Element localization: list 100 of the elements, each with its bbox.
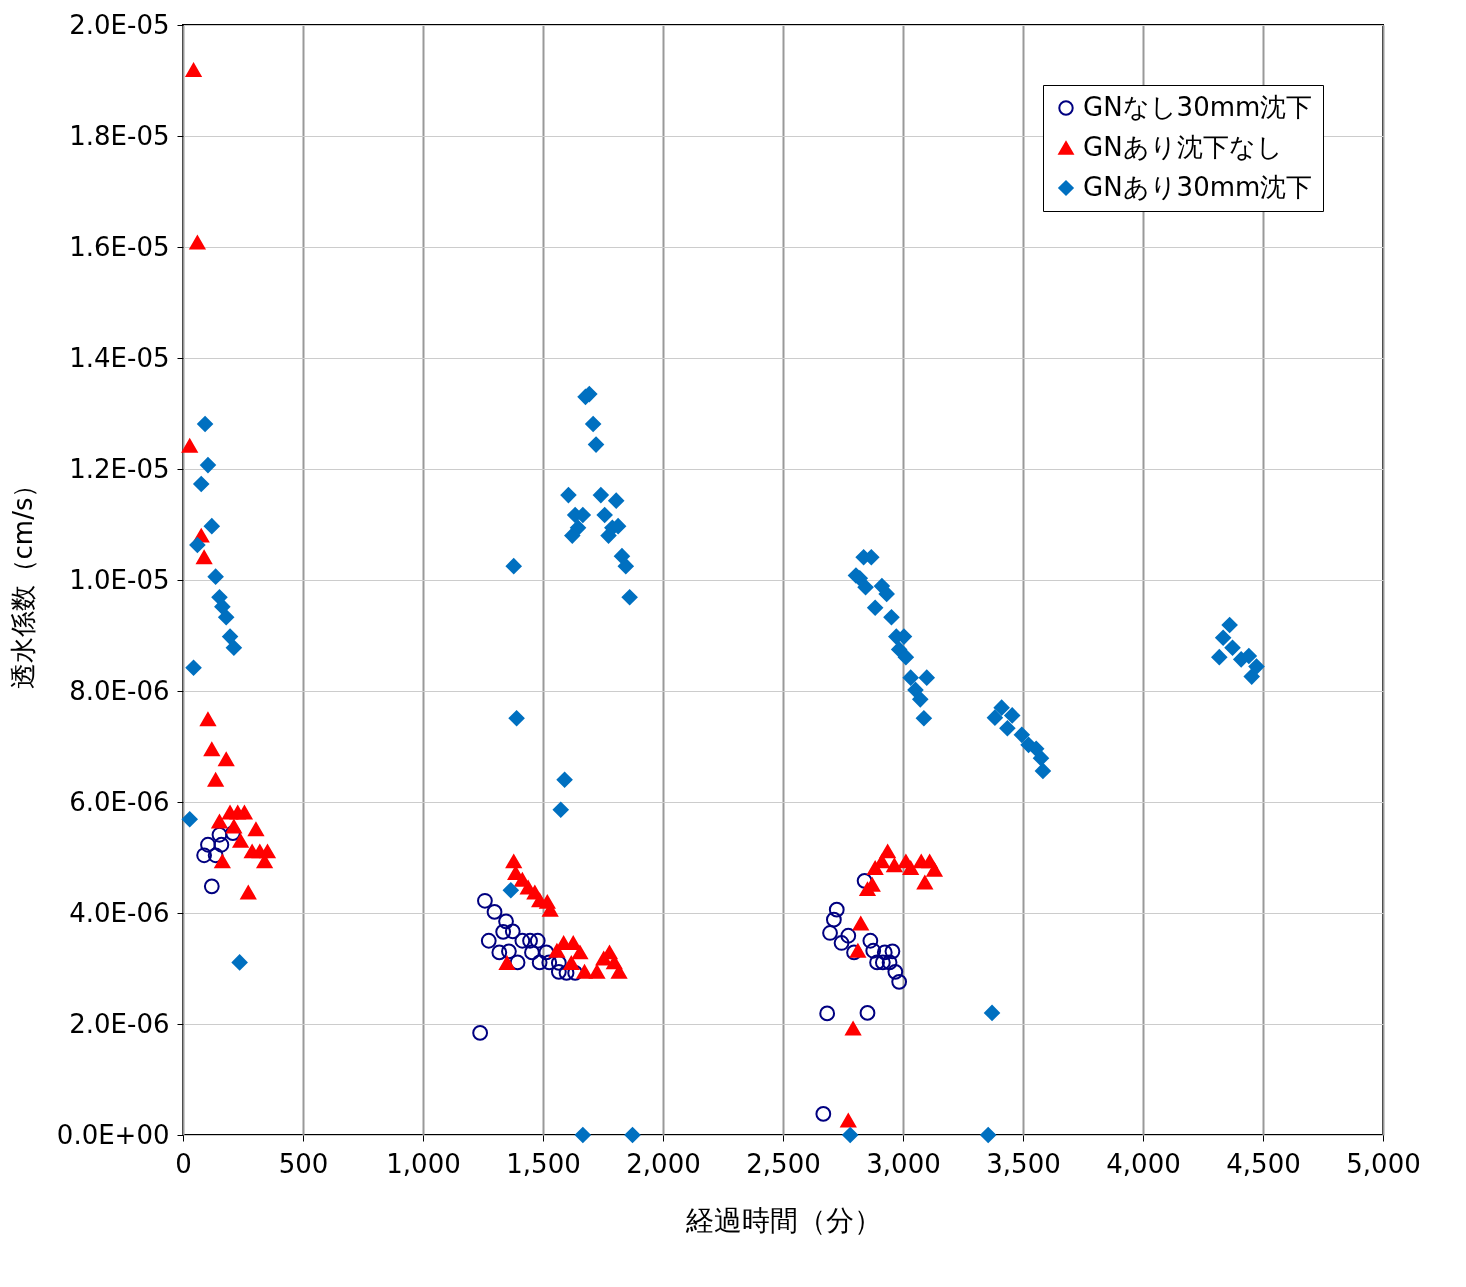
point	[856, 872, 873, 889]
x-tick-label: 2,500	[746, 1148, 821, 1179]
y-tick-label: 8.0E-06	[69, 675, 170, 706]
point	[504, 923, 521, 940]
point	[522, 932, 538, 949]
y-tick-label: 0.0E+00	[56, 1119, 170, 1150]
point	[495, 923, 512, 940]
point	[509, 954, 526, 971]
point	[891, 973, 908, 990]
y-tick-label: 1.0E-05	[69, 564, 170, 595]
x-tick-label: 3,500	[986, 1148, 1061, 1179]
point	[207, 847, 224, 864]
point	[200, 712, 216, 727]
point	[876, 944, 893, 961]
point	[498, 913, 514, 930]
point	[852, 916, 869, 931]
x-tick-label: 4,500	[1226, 1148, 1301, 1179]
point	[211, 826, 228, 843]
point	[472, 1025, 489, 1041]
point	[236, 805, 253, 820]
point	[916, 875, 933, 890]
point	[181, 438, 198, 453]
point	[887, 963, 904, 980]
x-tick-label: 5,000	[1346, 1148, 1421, 1179]
legend-label: GNあり沈下なし	[1083, 132, 1283, 162]
point	[558, 965, 575, 981]
point	[505, 854, 522, 869]
point	[833, 935, 850, 951]
point	[232, 833, 249, 848]
point	[879, 844, 896, 859]
y-tick-label: 1.4E-05	[69, 342, 170, 373]
point	[563, 955, 580, 970]
point	[189, 235, 206, 250]
x-tick-label: 4,000	[1106, 1148, 1181, 1179]
legend-label: GNなし30mm沈下	[1083, 92, 1313, 122]
x-axis-title: 経過時間（分）	[684, 1203, 882, 1237]
point	[550, 963, 567, 980]
point	[491, 944, 508, 961]
y-tick-label: 2.0E-06	[69, 1008, 170, 1039]
point	[538, 944, 555, 961]
point	[819, 1005, 836, 1022]
point	[218, 752, 235, 767]
y-tick-label: 1.2E-05	[69, 453, 170, 484]
point	[531, 954, 548, 971]
point	[886, 858, 903, 873]
point	[499, 955, 515, 970]
point	[477, 892, 493, 909]
point	[828, 901, 845, 918]
y-tick-label: 2.0E-05	[69, 9, 170, 40]
point	[200, 836, 216, 853]
point	[874, 954, 891, 971]
y-tick-label: 1.8E-05	[69, 120, 170, 151]
x-tick-label: 2,000	[626, 1148, 701, 1179]
point	[881, 954, 898, 971]
y-tick-label: 1.6E-05	[69, 231, 170, 262]
x-tick-label: 3,000	[866, 1148, 941, 1179]
point	[825, 911, 842, 928]
point	[196, 550, 213, 565]
y-tick-label: 4.0E-06	[69, 897, 170, 928]
point	[869, 954, 885, 971]
point	[902, 861, 919, 876]
point	[203, 742, 220, 757]
x-tick-label: 500	[278, 1148, 329, 1179]
x-tick-label: 1,500	[506, 1148, 581, 1179]
point	[207, 772, 224, 787]
point	[486, 904, 503, 920]
point	[576, 964, 593, 979]
point	[589, 964, 605, 979]
point	[213, 836, 230, 853]
point	[867, 861, 884, 876]
point	[248, 822, 264, 837]
point	[611, 964, 627, 979]
point	[859, 1005, 876, 1021]
point	[926, 862, 943, 877]
x-tick-label: 0	[175, 1148, 192, 1179]
point	[529, 932, 546, 949]
x-tick-label: 1,000	[386, 1148, 461, 1179]
point	[196, 847, 213, 864]
point	[480, 932, 497, 949]
point	[845, 1021, 861, 1036]
point	[501, 943, 517, 960]
point	[211, 814, 228, 829]
point	[884, 943, 901, 960]
point	[203, 878, 220, 895]
point	[865, 942, 882, 959]
point	[822, 925, 838, 941]
point	[185, 62, 202, 77]
y-tick-label: 6.0E-06	[69, 786, 170, 817]
point	[849, 943, 866, 958]
point	[840, 927, 857, 944]
point	[259, 844, 276, 859]
point	[541, 954, 558, 971]
legend-label: GNあり30mm沈下	[1083, 172, 1313, 202]
point	[514, 932, 531, 949]
point	[550, 955, 567, 971]
point	[815, 1106, 832, 1122]
point	[572, 945, 588, 960]
point	[214, 854, 231, 869]
point	[840, 1113, 857, 1128]
point	[862, 932, 879, 949]
